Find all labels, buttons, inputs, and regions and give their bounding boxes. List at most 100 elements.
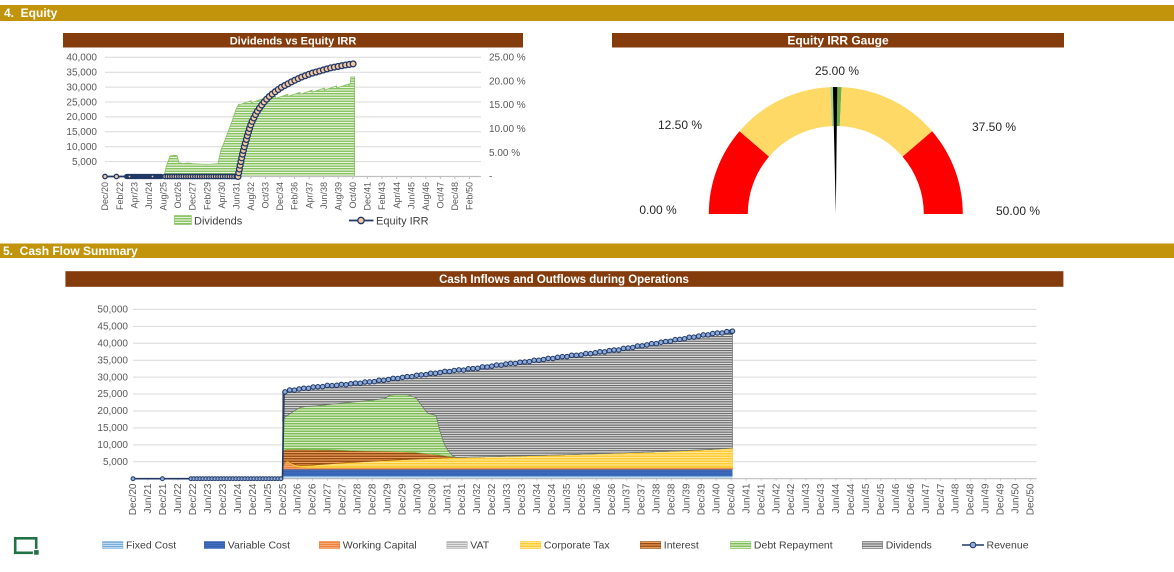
svg-text:Dec/21: Dec/21 [158,483,169,515]
svg-text:Dec/34: Dec/34 [547,483,558,515]
svg-text:35,000: 35,000 [97,355,128,366]
svg-text:Equity IRR Gauge: Equity IRR Gauge [787,33,889,47]
svg-text:Dividends: Dividends [886,540,932,552]
svg-text:Dec/39: Dec/39 [697,483,708,515]
svg-text:Corporate Tax: Corporate Tax [544,540,611,552]
svg-text:35,000: 35,000 [66,68,97,79]
svg-text:Dec/27: Dec/27 [188,182,198,211]
svg-text:Jun/24: Jun/24 [144,182,154,209]
svg-text:12.50 %: 12.50 % [658,118,702,132]
svg-text:Dec/47: Dec/47 [936,483,947,515]
svg-text:Dec/28: Dec/28 [368,483,379,515]
svg-text:Oct/26: Oct/26 [173,182,183,209]
svg-text:15,000: 15,000 [97,423,128,434]
svg-text:25,000: 25,000 [66,97,97,108]
svg-text:Jun/38: Jun/38 [319,182,329,209]
svg-text:Variable Cost: Variable Cost [228,540,290,552]
svg-text:Apr/23: Apr/23 [129,182,139,209]
svg-text:Working Capital: Working Capital [343,540,417,552]
svg-text:Aug/46: Aug/46 [421,182,431,211]
svg-text:Feb/50: Feb/50 [465,182,475,210]
svg-text:Apr/37: Apr/37 [304,182,314,209]
svg-text:Dec/32: Dec/32 [487,483,498,515]
svg-text:50.00 %: 50.00 % [996,204,1040,218]
svg-text:Dec/34: Dec/34 [275,182,285,211]
svg-text:15,000: 15,000 [66,127,97,138]
svg-text:Jun/29: Jun/29 [382,483,393,513]
svg-text:Cash Inflows and Outflows duri: Cash Inflows and Outflows during Operati… [439,274,689,286]
svg-text:Jun/32: Jun/32 [472,483,483,513]
svg-text:Dec/41: Dec/41 [756,483,767,515]
svg-text:Jun/25: Jun/25 [263,483,274,513]
svg-text:Jun/44: Jun/44 [831,483,842,513]
svg-text:40,000: 40,000 [97,339,128,350]
svg-text:Dec/27: Dec/27 [338,483,349,515]
svg-text:Jun/49: Jun/49 [981,483,992,513]
svg-text:-: - [489,172,492,183]
svg-text:0.00 %: 0.00 % [639,203,677,217]
svg-text:Jun/31: Jun/31 [442,483,453,513]
svg-text:Dec/22: Dec/22 [188,483,199,515]
svg-text:Jun/22: Jun/22 [173,483,184,513]
svg-text:Dec/41: Dec/41 [363,182,373,211]
svg-text:Dec/48: Dec/48 [450,182,460,211]
svg-text:25.00 %: 25.00 % [815,64,859,78]
svg-text:Aug/39: Aug/39 [334,182,344,211]
svg-text:Jun/48: Jun/48 [951,483,962,513]
svg-text:Jun/36: Jun/36 [592,483,603,513]
svg-text:Oct/47: Oct/47 [436,182,446,209]
svg-text:25,000: 25,000 [97,389,128,400]
svg-text:Jun/26: Jun/26 [293,483,304,513]
svg-text:Dec/44: Dec/44 [846,483,857,515]
svg-text:10,000: 10,000 [97,440,128,451]
svg-text:37.50 %: 37.50 % [972,120,1016,134]
svg-text:Dec/24: Dec/24 [248,483,259,515]
svg-text:Jun/45: Jun/45 [406,182,416,209]
svg-text:Dec/42: Dec/42 [786,483,797,515]
svg-text:5.00 %: 5.00 % [489,148,520,159]
svg-text:Jun/21: Jun/21 [143,483,154,513]
svg-text:Dec/37: Dec/37 [637,483,648,515]
svg-text:30,000: 30,000 [97,372,128,383]
svg-text:Jun/40: Jun/40 [711,483,722,513]
svg-text:Revenue: Revenue [987,540,1029,552]
svg-text:Fixed Cost: Fixed Cost [126,540,176,552]
svg-text:Jun/28: Jun/28 [353,483,364,513]
svg-text:Dec/36: Dec/36 [607,483,618,515]
svg-text:Jun/24: Jun/24 [233,483,244,513]
svg-text:Debt Repayment: Debt Repayment [754,540,833,552]
svg-text:Jun/43: Jun/43 [801,483,812,513]
svg-text:Jun/42: Jun/42 [771,483,782,513]
svg-text:Dec/30: Dec/30 [427,483,438,515]
svg-text:20.00 %: 20.00 % [489,76,526,87]
svg-text:Feb/43: Feb/43 [377,182,387,210]
svg-text:Jun/38: Jun/38 [652,483,663,513]
svg-text:Dec/48: Dec/48 [966,483,977,515]
svg-text:Oct/40: Oct/40 [348,182,358,209]
svg-text:Oct/33: Oct/33 [261,182,271,209]
svg-text:Feb/29: Feb/29 [202,182,212,210]
svg-text:Jun/50: Jun/50 [1011,483,1022,513]
svg-text:Dec/20: Dec/20 [128,483,139,515]
svg-text:45,000: 45,000 [97,322,128,333]
svg-text:Jun/34: Jun/34 [532,483,543,513]
svg-text:Dec/33: Dec/33 [517,483,528,515]
svg-text:Dec/46: Dec/46 [906,483,917,515]
svg-text:Jun/45: Jun/45 [861,483,872,513]
svg-text:Equity IRR: Equity IRR [376,216,429,228]
svg-text:5,000: 5,000 [72,157,97,168]
svg-text:15.00 %: 15.00 % [489,100,526,111]
svg-text:Jun/41: Jun/41 [741,483,752,513]
svg-text:Dec/45: Dec/45 [876,483,887,515]
svg-text:10,000: 10,000 [66,142,97,153]
svg-text:Dec/25: Dec/25 [278,483,289,515]
svg-text:Jun/27: Jun/27 [323,483,334,513]
svg-text:Jun/37: Jun/37 [622,483,633,513]
svg-text:4. Equity: 4. Equity [4,6,58,20]
svg-text:Dec/35: Dec/35 [577,483,588,515]
svg-text:Aug/32: Aug/32 [246,182,256,211]
svg-text:Dec/38: Dec/38 [667,483,678,515]
svg-text:40,000: 40,000 [66,53,97,64]
svg-text:Jun/31: Jun/31 [231,182,241,209]
svg-text:Aug/25: Aug/25 [159,182,169,211]
